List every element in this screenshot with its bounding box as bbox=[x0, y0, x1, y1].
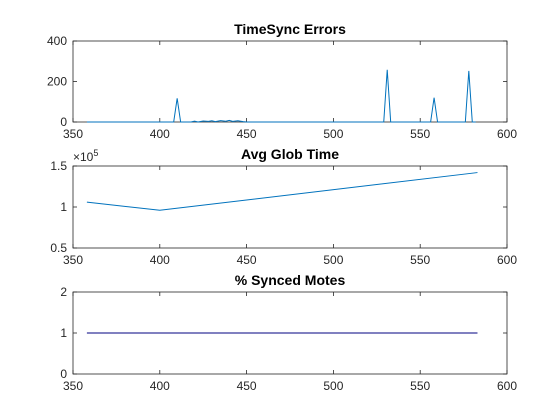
subplot-1: TimeSync Errors 350 400 450 500 550 600 0 200 400 bbox=[47, 21, 517, 141]
x-tick-label: 450 bbox=[237, 379, 257, 393]
x-tick-label: 550 bbox=[410, 127, 430, 141]
y-tick-label: 1 bbox=[60, 326, 67, 340]
x-tick-label: 500 bbox=[323, 127, 343, 141]
x-tick-label: 550 bbox=[410, 379, 430, 393]
x-tick-label: 400 bbox=[150, 253, 170, 267]
y-tick-label: 0.5 bbox=[50, 241, 67, 255]
subplot-3: % Synced Motes 350 400 450 500 550 600 0 1 2 bbox=[60, 272, 517, 393]
series-line-2 bbox=[86, 172, 478, 211]
y-exponent-base: ×10 bbox=[73, 150, 94, 164]
y-tick-label: 1 bbox=[60, 200, 67, 214]
series-line-1 bbox=[86, 69, 476, 123]
subplot-2: Avg Glob Time 350 400 450 500 550 600 0.5 1 1.5 ×1… bbox=[50, 146, 517, 267]
x-tick-label: 400 bbox=[150, 127, 170, 141]
y-tick-label: 1.5 bbox=[50, 159, 67, 173]
x-tick-label: 500 bbox=[323, 253, 343, 267]
y-tick-label: 2 bbox=[60, 285, 67, 299]
x-tick-label: 600 bbox=[497, 379, 517, 393]
chart-title-1: TimeSync Errors bbox=[234, 21, 346, 37]
x-tick-label: 350 bbox=[63, 127, 83, 141]
axes-box-1 bbox=[72, 40, 508, 123]
y-tick-label: 0 bbox=[60, 367, 67, 381]
y-exponent-power: 5 bbox=[93, 148, 98, 158]
chart-title-3: % Synced Motes bbox=[235, 272, 346, 288]
x-tick-label: 350 bbox=[63, 379, 83, 393]
chart-title-2: Avg Glob Time bbox=[241, 146, 339, 162]
y-tick-label: 400 bbox=[47, 34, 67, 48]
y-tick-label: 0 bbox=[60, 115, 67, 129]
x-tick-label: 450 bbox=[237, 127, 257, 141]
x-tick-label: 450 bbox=[237, 253, 257, 267]
y-tick-label: 200 bbox=[47, 75, 67, 89]
x-tick-label: 550 bbox=[410, 253, 430, 267]
x-tick-label: 600 bbox=[497, 253, 517, 267]
x-tick-label: 500 bbox=[323, 379, 343, 393]
x-tick-label: 350 bbox=[63, 253, 83, 267]
axes-box-2 bbox=[72, 165, 508, 249]
y-exponent-label: ×105 bbox=[73, 148, 98, 164]
x-tick-label: 400 bbox=[150, 379, 170, 393]
x-tick-label: 600 bbox=[497, 127, 517, 141]
